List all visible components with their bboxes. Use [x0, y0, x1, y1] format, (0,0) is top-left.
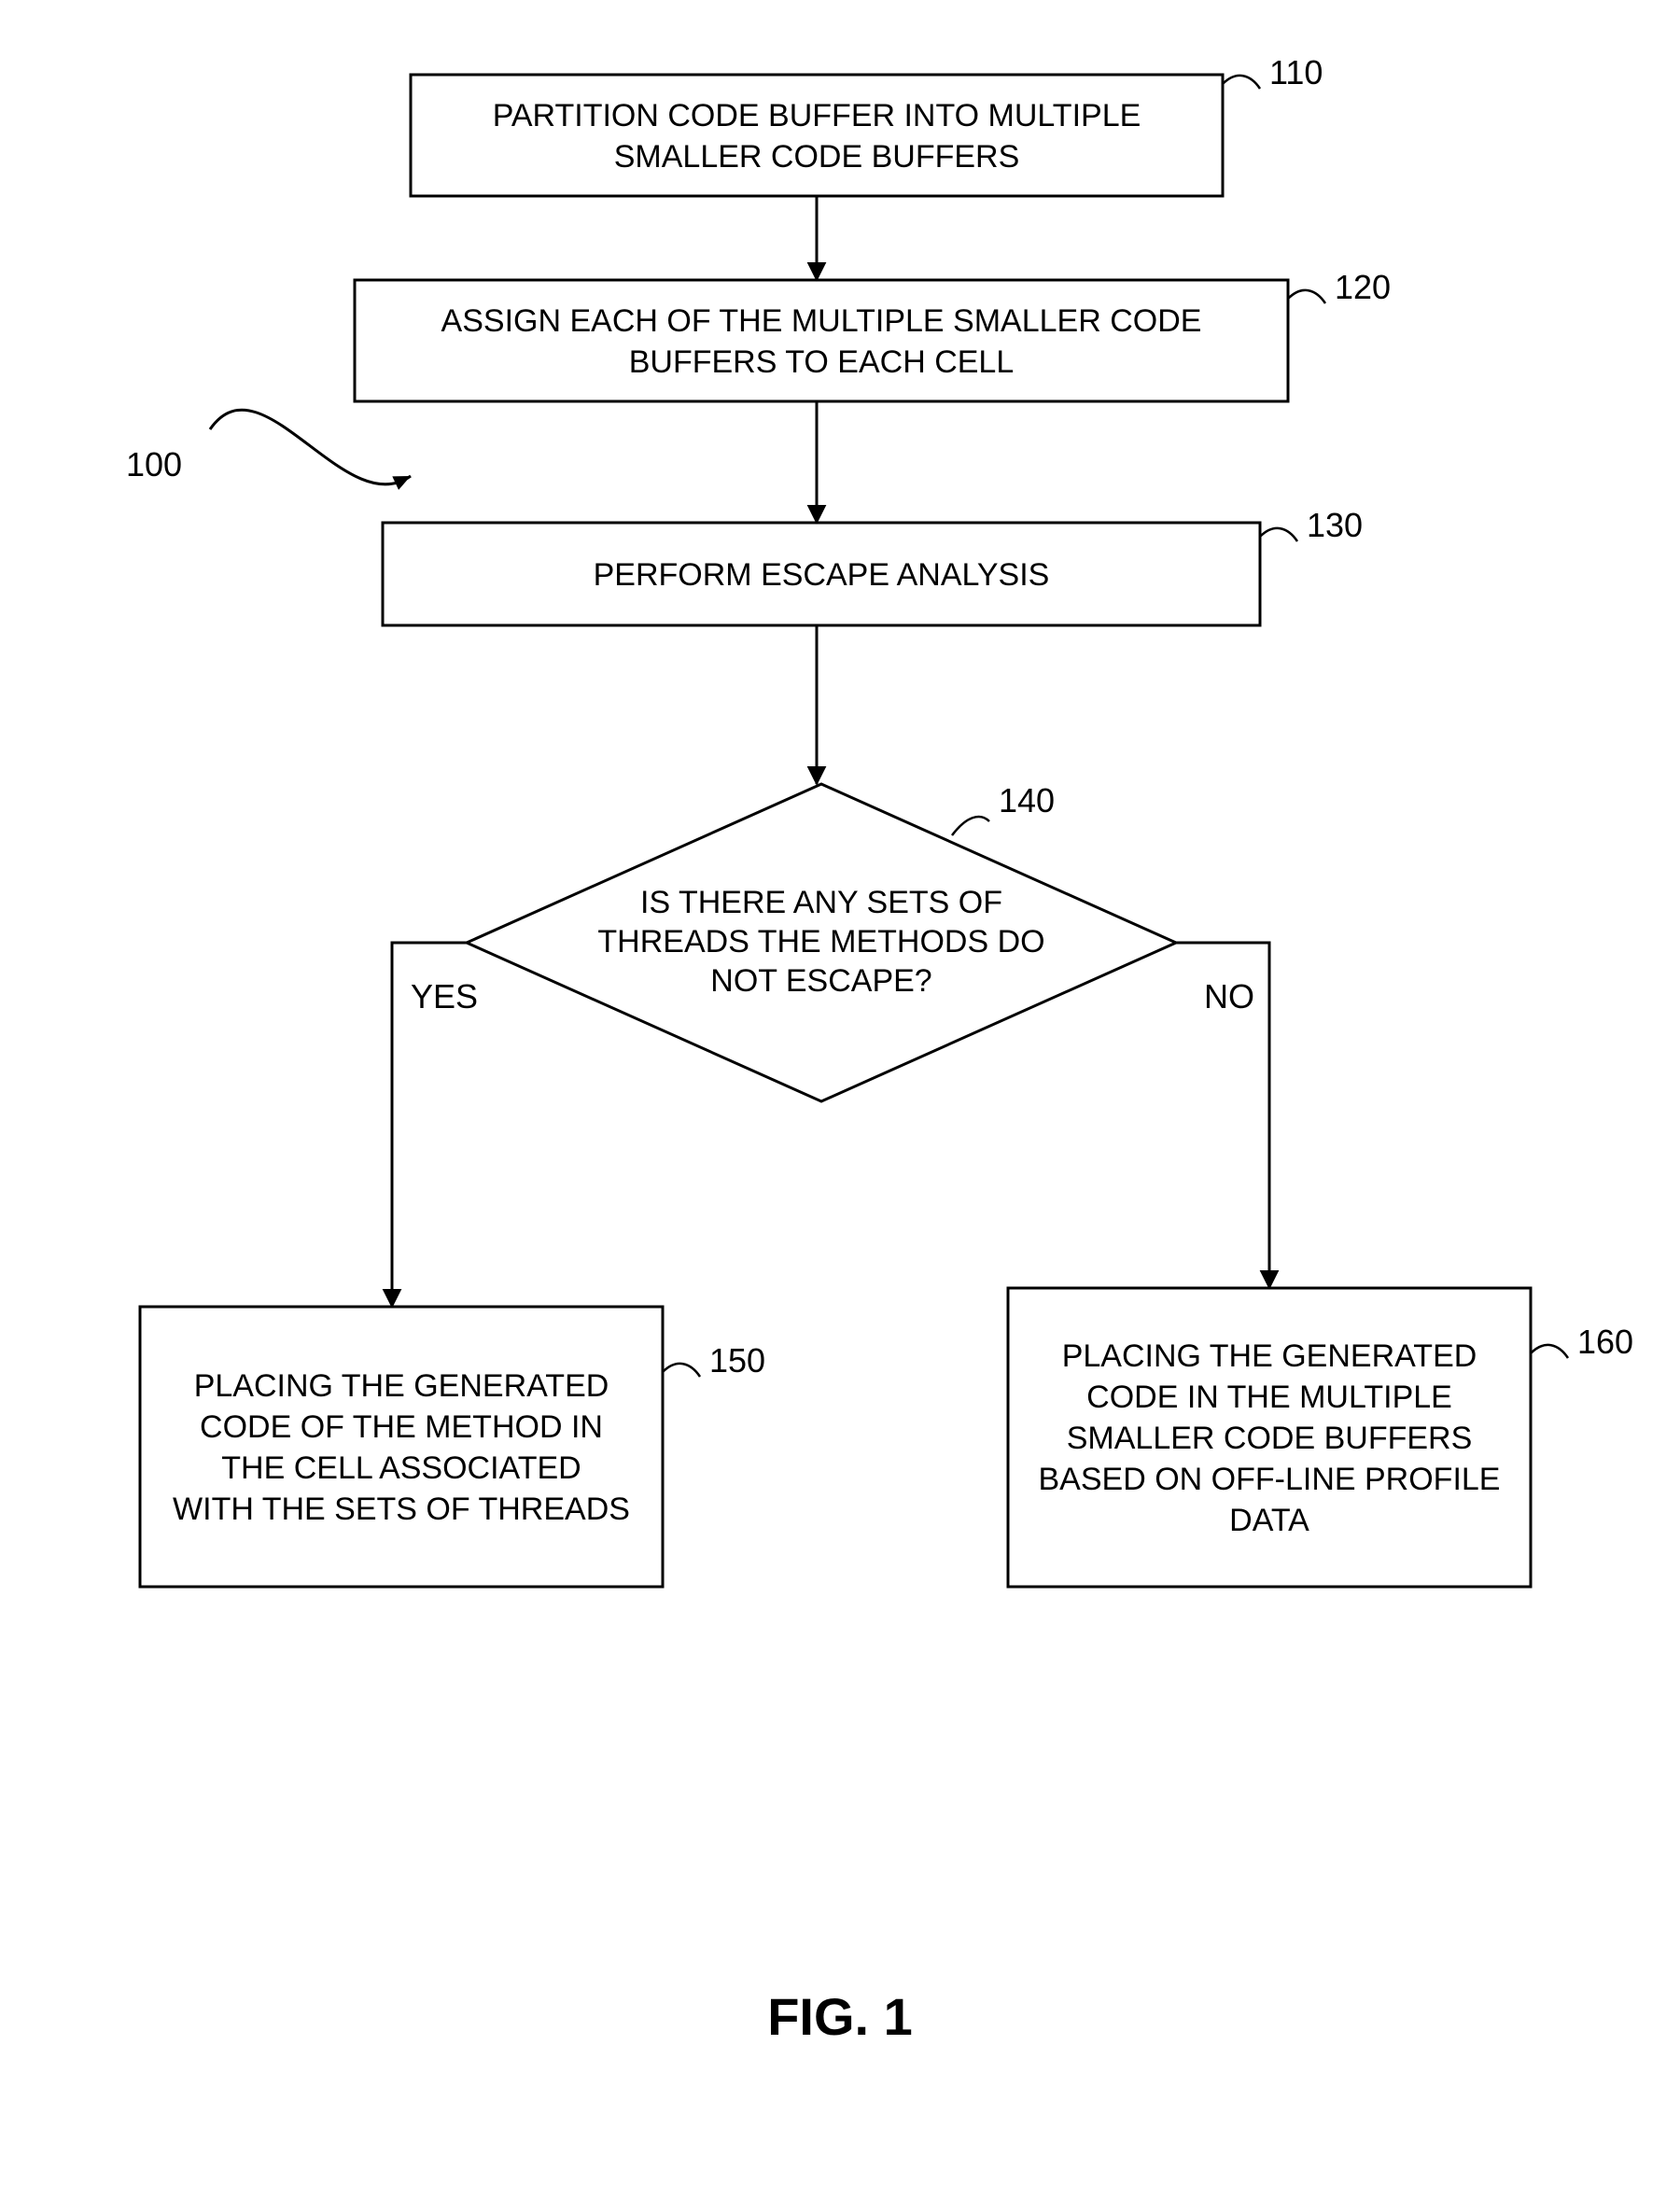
process-box [140, 1307, 663, 1587]
ref-label: 130 [1307, 506, 1363, 544]
box-text: PARTITION CODE BUFFER INTO MULTIPLE [493, 98, 1141, 133]
box-text: PLACING THE GENERATED [194, 1368, 609, 1404]
box-text: PERFORM ESCAPE ANALYSIS [594, 557, 1050, 593]
ref-tick [1260, 528, 1297, 541]
box-text: SMALLER CODE BUFFERS [614, 139, 1020, 175]
ref-tick [663, 1364, 700, 1377]
ref-tick [1288, 290, 1325, 303]
diamond-text: NOT ESCAPE? [710, 963, 931, 999]
box-text: WITH THE SETS OF THREADS [173, 1492, 630, 1527]
box-text: PLACING THE GENERATED [1062, 1338, 1477, 1374]
diamond-text: IS THERE ANY SETS OF [640, 885, 1002, 920]
ref-tick [1223, 76, 1260, 89]
ref-label-100: 100 [126, 445, 182, 483]
box-text: ASSIGN EACH OF THE MULTIPLE SMALLER CODE [441, 303, 1202, 339]
ref-tick [952, 817, 989, 835]
ref-pointer-arrowhead [392, 469, 413, 490]
figure-label: FIG. 1 [767, 1987, 913, 2046]
box-text: BASED ON OFF-LINE PROFILE [1039, 1462, 1501, 1497]
ref-label: 110 [1269, 53, 1323, 91]
ref-label: 140 [999, 781, 1055, 819]
box-text: SMALLER CODE BUFFERS [1067, 1421, 1473, 1456]
ref-label: 120 [1335, 268, 1391, 306]
ref-tick [1531, 1345, 1568, 1358]
box-text: THE CELL ASSOCIATED [221, 1450, 581, 1486]
ref-label: 150 [709, 1341, 765, 1380]
yes-label: YES [411, 977, 478, 1015]
diamond-text: THREADS THE METHODS DO [597, 924, 1044, 959]
box-text: CODE IN THE MULTIPLE [1086, 1380, 1452, 1415]
process-box [355, 280, 1288, 401]
process-box [411, 75, 1223, 196]
no-label: NO [1204, 977, 1254, 1015]
box-text: CODE OF THE METHOD IN [200, 1409, 603, 1445]
box-text: DATA [1229, 1503, 1309, 1538]
ref-pointer-curve [210, 410, 411, 484]
ref-label: 160 [1577, 1323, 1633, 1361]
box-text: BUFFERS TO EACH CELL [629, 344, 1015, 380]
